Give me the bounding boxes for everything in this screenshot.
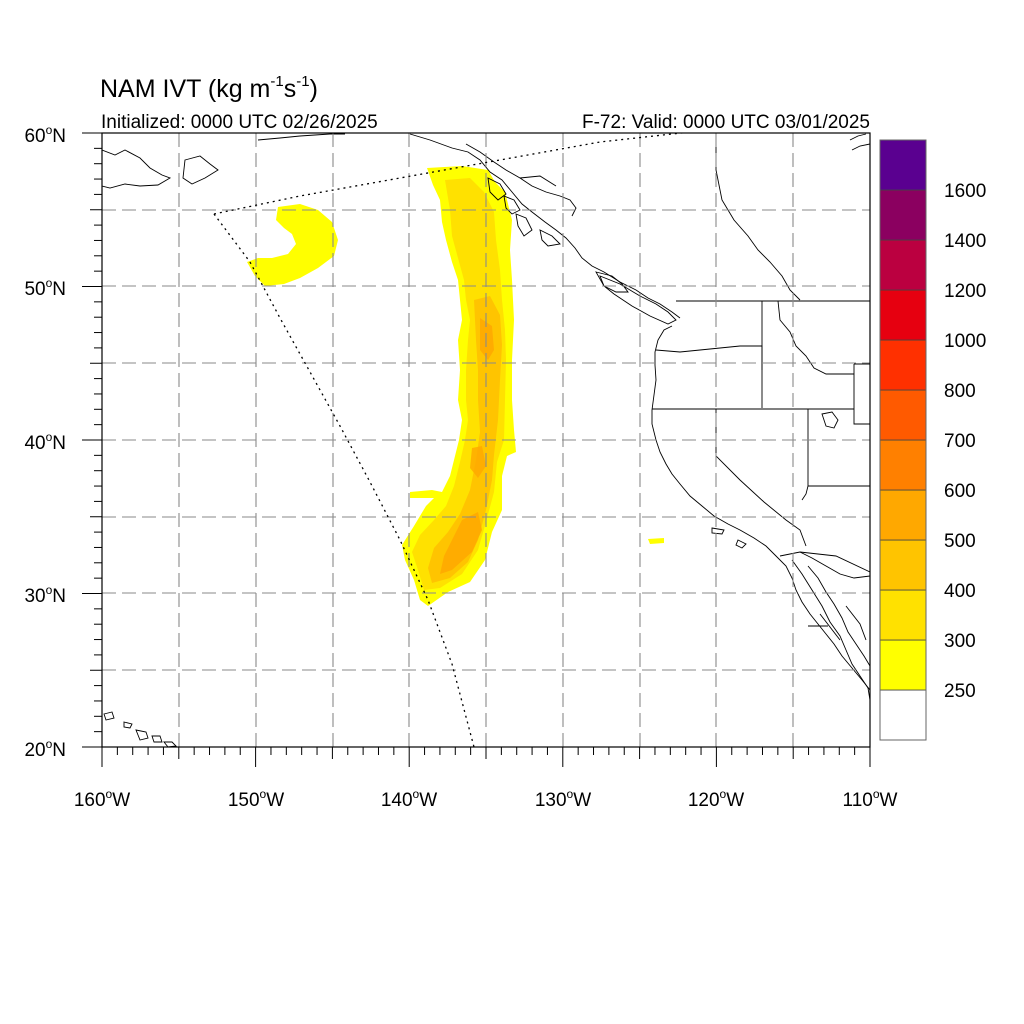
colorbar-box [879,639,927,691]
vancouver-island [599,275,677,325]
ivt-small-patch [648,538,664,544]
colorbar-box [879,239,927,291]
kodiak-island [182,155,219,185]
lon-label-130: 130oW [535,787,591,811]
alaska-panhandle [409,133,681,319]
ivt-river-500 [480,318,494,360]
lat-label-60: 60oN [24,123,66,147]
colorbar-label-1200: 1200 [944,281,986,302]
colorbar-label-600: 600 [944,481,976,502]
map-title: NAM IVT (kg m-1s-1) [100,73,318,103]
colorbar-label-1600: 1600 [944,181,986,202]
alaska-south-coast [257,133,345,141]
colorbar-box [879,539,927,591]
lon-label-150: 150oW [228,787,284,811]
ivt-river-500c [440,512,482,574]
lon-label-140: 140oW [381,787,437,811]
baja-california [791,559,870,701]
colorbar-boxes [879,139,927,741]
initialized-time: Initialized: 0000 UTC 02/26/2025 [101,112,378,133]
colorbar-label-800: 800 [944,381,976,402]
oregon-california [652,364,870,425]
longitude-labels: 160oW 150oW 140oW 130oW 120oW 110oW [74,787,898,811]
model-domain-boundary [213,133,687,747]
mexico-states [808,605,867,641]
valid-time: F-72: Valid: 0000 UTC 03/01/2025 [582,112,870,133]
colorbar-label-500: 500 [944,531,976,552]
lon-label-160: 160oW [74,787,130,811]
us-mexico-border [779,551,870,573]
colorbar-label-1400: 1400 [944,231,986,252]
colorbar-box [879,289,927,341]
lat-label-20: 20oN [24,737,66,761]
nevada-utah-arizona [801,409,870,501]
canada-alaska-border [465,143,577,217]
colorbar-frame [879,139,927,741]
hawaii-islands [103,711,177,747]
canada-islands [487,177,629,293]
lon-label-120: 120oW [688,787,744,811]
colorbar-label-250: 250 [944,681,976,702]
colorbar-label-400: 400 [944,581,976,602]
great-salt-lake [821,411,839,429]
idaho [761,300,870,408]
ivt-shading [247,166,664,606]
colorbar-label-700: 700 [944,431,976,452]
latitude-labels: 60oN 50oN 40oN 30oN 20oN [24,123,66,761]
colorbar-box [879,689,927,741]
ivt-river-400 [428,296,502,583]
ivt-blob-northwest [247,204,338,286]
lat-label-30: 30oN [24,583,66,607]
grid-lines [102,133,870,747]
colorbar-box [879,489,927,541]
colorbar-box [879,589,927,641]
channel-islands [711,527,747,549]
northeast-coast [849,133,870,151]
us-west-coast [651,325,870,691]
political-boundaries [465,134,870,641]
axis-tick-marks [82,132,871,767]
ivt-river-500b [470,446,486,478]
colorbar-box [879,139,927,191]
bc-alberta-border [715,134,801,301]
colorbar: 250 300 400 500 600 700 800 1000 1200 14… [879,139,986,741]
colorbar-box [879,439,927,491]
colorbar-labels: 250 300 400 500 600 700 800 1000 1200 14… [944,181,986,702]
coastlines [102,133,870,747]
lon-label-110: 110oW [843,787,898,811]
colorbar-label-300: 300 [944,631,976,652]
alaska-coast [102,149,172,189]
gulf-of-california-coast [799,551,870,579]
lat-label-40: 40oN [24,430,66,454]
lat-label-50: 50oN [24,276,66,300]
colorbar-label-1000: 1000 [944,331,986,352]
colorbar-box [879,389,927,441]
washington-oregon [655,345,763,370]
colorbar-box [879,189,927,241]
colorbar-box [879,339,927,391]
map-plot-area [102,133,870,747]
